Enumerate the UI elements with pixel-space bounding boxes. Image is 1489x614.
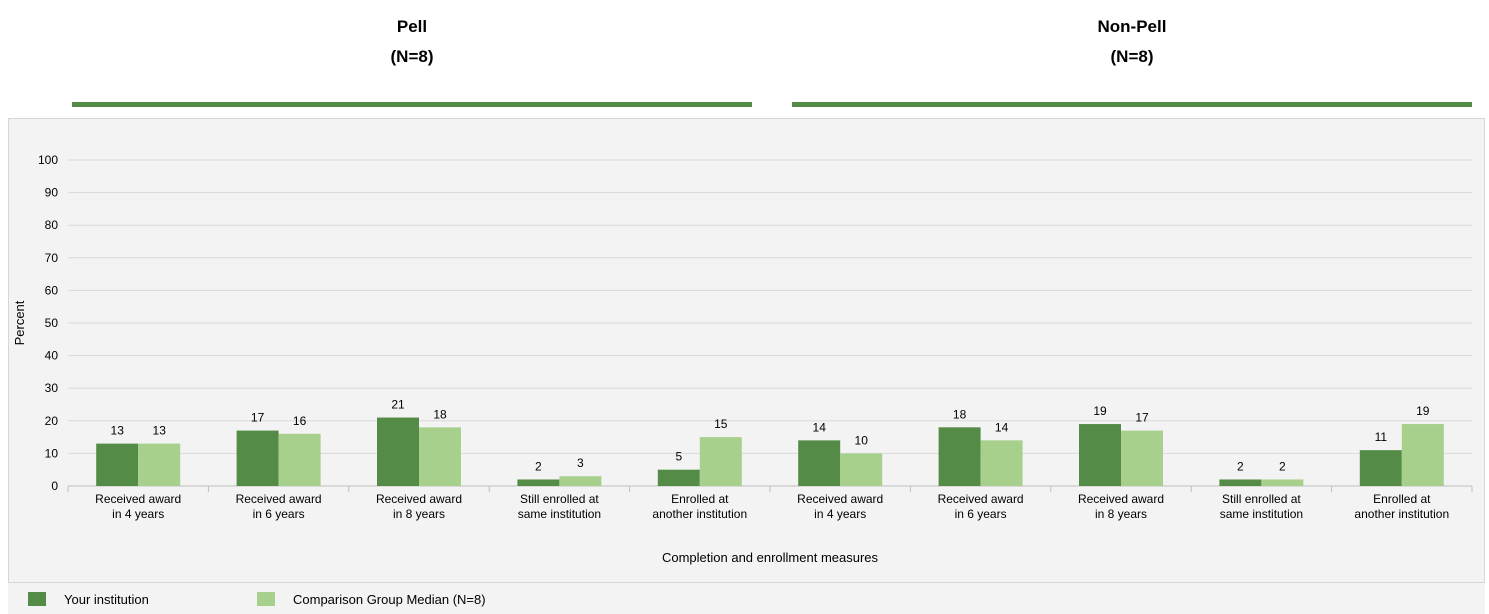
- bar-comparison-median: [138, 443, 181, 486]
- data-label: 14: [813, 420, 827, 434]
- data-label: 3: [577, 456, 584, 470]
- data-label: 17: [251, 411, 265, 425]
- bar-your-institution: [1359, 450, 1402, 486]
- group-rule-non-pell: [792, 102, 1472, 107]
- bar-comparison-median: [559, 476, 602, 486]
- x-axis-title: Completion and enrollment measures: [662, 550, 879, 565]
- x-tick-label: Received award: [797, 492, 883, 506]
- bar-comparison-median: [419, 427, 461, 486]
- bar-comparison-median: [1261, 479, 1304, 486]
- bar-your-institution: [938, 427, 981, 486]
- x-tick-label: in 6 years: [253, 507, 305, 521]
- x-tick-label: in 4 years: [112, 507, 164, 521]
- data-label: 17: [1135, 411, 1149, 425]
- x-tick-label: same institution: [518, 507, 601, 521]
- x-tick-label: Received award: [938, 492, 1024, 506]
- legend-item-your-institution: Your institution: [28, 592, 149, 608]
- x-tick-label: Received award: [1078, 492, 1164, 506]
- y-tick-label: 90: [45, 186, 59, 200]
- y-tick-label: 60: [45, 283, 59, 297]
- data-label: 18: [433, 407, 447, 421]
- x-tick-label: Received award: [376, 492, 462, 506]
- y-tick-label: 80: [45, 218, 59, 232]
- legend-label-comparison-median: Comparison Group Median (N=8): [293, 592, 486, 607]
- x-tick-label: Enrolled at: [671, 492, 729, 506]
- group-n-non-pell: (N=8): [1110, 47, 1154, 66]
- y-tick-label: 20: [45, 414, 59, 428]
- data-label: 14: [995, 420, 1009, 434]
- bar-your-institution: [798, 440, 841, 486]
- bar-comparison-median: [278, 433, 321, 486]
- data-label: 2: [535, 459, 542, 473]
- legend-swatch-comparison-median: [257, 592, 275, 606]
- x-tick-label: Received award: [236, 492, 322, 506]
- x-tick-label: Received award: [95, 492, 181, 506]
- bar-comparison-median: [980, 440, 1023, 486]
- bar-comparison-median: [699, 437, 742, 486]
- data-label: 18: [953, 407, 967, 421]
- x-tick-label: another institution: [1354, 507, 1449, 521]
- group-title-pell: Pell: [396, 17, 428, 36]
- y-tick-label: 40: [45, 349, 59, 363]
- y-tick-label: 70: [45, 251, 59, 265]
- y-tick-label: 10: [45, 446, 59, 460]
- bar-your-institution: [236, 430, 279, 486]
- legend-swatch-your-institution: [28, 592, 46, 606]
- data-label: 13: [153, 424, 167, 438]
- x-tick-label: Still enrolled at: [520, 492, 599, 506]
- data-label: 16: [293, 414, 307, 428]
- x-tick-label: in 8 years: [393, 507, 445, 521]
- y-tick-label: 100: [38, 153, 58, 167]
- legend-strip: [8, 582, 1485, 614]
- y-tick-label: 50: [45, 316, 59, 330]
- group-title-non-pell: Non-Pell: [1097, 17, 1167, 36]
- data-label: 15: [714, 417, 728, 431]
- data-label: 19: [1093, 404, 1107, 418]
- data-label: 21: [391, 398, 405, 412]
- data-label: 2: [1279, 459, 1286, 473]
- bar-comparison-median: [1401, 424, 1444, 486]
- data-label: 19: [1416, 404, 1430, 418]
- bar-comparison-median: [840, 453, 883, 486]
- data-label: 5: [675, 450, 682, 464]
- x-tick-label: same institution: [1220, 507, 1303, 521]
- bar-comparison-median: [1121, 430, 1163, 486]
- data-label: 10: [855, 433, 869, 447]
- group-header-non-pell: Non-Pell (N=8): [792, 12, 1472, 72]
- group-n-pell: (N=8): [390, 47, 434, 66]
- y-tick-label: 30: [45, 381, 59, 395]
- group-rule-pell: [72, 102, 752, 107]
- data-label: 11: [1375, 430, 1388, 444]
- data-label: 2: [1237, 459, 1244, 473]
- legend-item-comparison-median: Comparison Group Median (N=8): [257, 592, 486, 608]
- data-label: 13: [111, 424, 125, 438]
- group-header-pell: Pell (N=8): [72, 12, 752, 72]
- bar-your-institution: [1079, 424, 1121, 486]
- y-axis-title: Percent: [12, 300, 27, 345]
- x-tick-label: in 8 years: [1095, 507, 1147, 521]
- bar-your-institution: [1219, 479, 1262, 486]
- y-tick-label: 0: [51, 479, 58, 493]
- x-tick-label: Still enrolled at: [1222, 492, 1301, 506]
- x-tick-label: another institution: [652, 507, 747, 521]
- bar-your-institution: [96, 443, 139, 486]
- bar-your-institution: [657, 469, 700, 486]
- x-tick-label: in 6 years: [955, 507, 1007, 521]
- x-tick-label: in 4 years: [814, 507, 866, 521]
- bar-your-institution: [517, 479, 560, 486]
- x-tick-label: Enrolled at: [1373, 492, 1431, 506]
- bar-your-institution: [377, 417, 419, 486]
- legend-label-your-institution: Your institution: [64, 592, 149, 607]
